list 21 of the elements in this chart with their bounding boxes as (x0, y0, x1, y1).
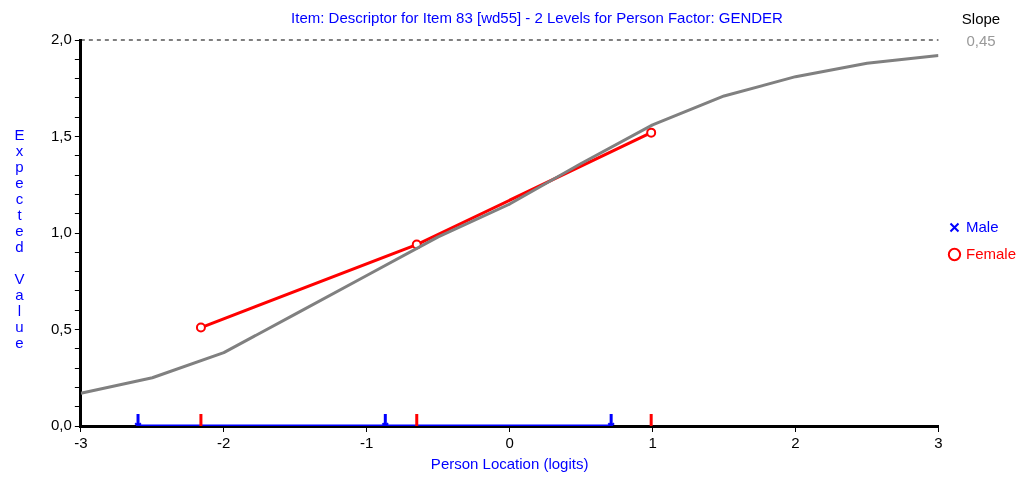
x-tick-label: -1 (360, 434, 374, 452)
x-tick-label: 1 (648, 434, 657, 452)
legend-label: Male (965, 217, 999, 235)
y-axis-title: Expected Value (10, 126, 28, 350)
y-tick-label: 0,5 (50, 319, 72, 337)
y-tick-label: 1,0 (50, 223, 72, 241)
y-tick-label: 2,0 (50, 30, 72, 48)
text: 0,45 (966, 31, 996, 49)
point (195, 322, 206, 333)
legend-label: Female (965, 244, 1017, 262)
x-tick-label: 0 (505, 434, 514, 452)
x-tick-label: 3 (934, 434, 943, 452)
x-tick-label: 2 (791, 434, 800, 452)
chart-title: Item: Descriptor for Item 83 [wd55] - 2 Levels for Person Factor: GENDER (291, 9, 784, 27)
y-tick-label: 0,0 (50, 416, 72, 434)
x-tick-label: -3 (74, 434, 88, 452)
x-tick-label: -2 (217, 434, 231, 452)
x-axis-title: Person Location (logits) (430, 455, 589, 473)
y-tick-label: 1,5 (50, 126, 72, 144)
text: Slope (961, 9, 1001, 27)
point (646, 127, 657, 138)
